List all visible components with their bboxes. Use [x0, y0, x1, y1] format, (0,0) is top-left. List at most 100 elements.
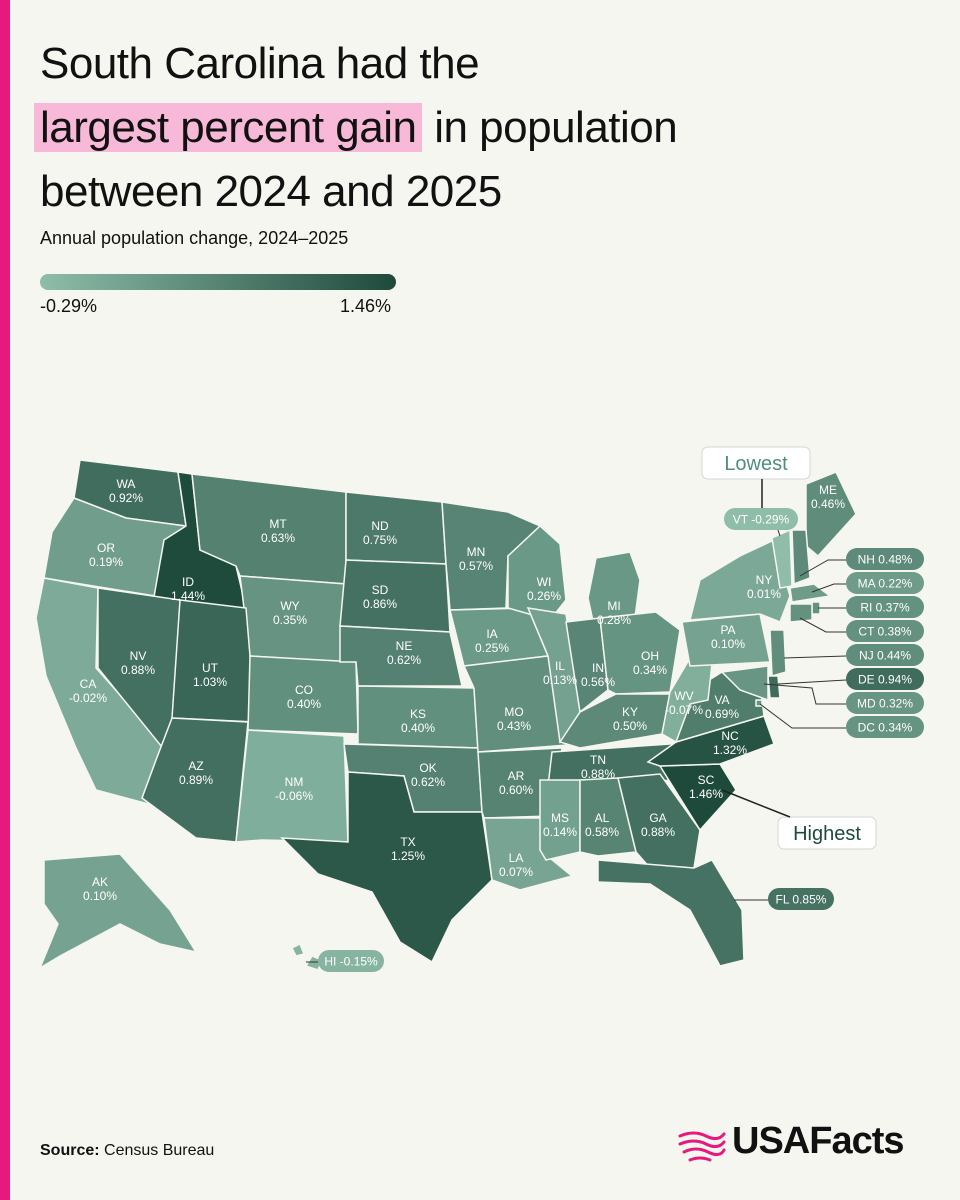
state-label-pill-fl [768, 888, 834, 910]
state-shape-tx [280, 771, 493, 964]
source-label: Source: [40, 1142, 100, 1159]
state-value-nd: 0.75% [363, 533, 397, 547]
state-value-ne: 0.62% [387, 653, 421, 667]
state-abbr-ny: NY [756, 573, 773, 587]
logo-text: USAFacts [732, 1120, 904, 1162]
state-label-ri: RI 0.37% [860, 601, 910, 615]
state-label-pill-md [846, 692, 924, 714]
state-abbr-nd: ND [371, 519, 389, 533]
state-abbr-mn: MN [467, 545, 486, 559]
state-value-ky: 0.50% [613, 719, 647, 733]
state-value-il: 0.13% [543, 673, 577, 687]
state-abbr-mi: MI [607, 599, 620, 613]
highest-callout-box [777, 816, 877, 850]
leader-line-nh [799, 559, 846, 577]
state-abbr-sc: SC [698, 773, 715, 787]
state-value-wa: 0.92% [109, 491, 143, 505]
leader-line-md [763, 683, 846, 705]
state-abbr-tx: TX [400, 835, 415, 849]
state-labels: WA0.92%OR0.19%CA-0.02%ID1.44%NV0.88%MT0.… [69, 477, 924, 972]
state-abbr-oh: OH [641, 649, 659, 663]
state-abbr-il: IL [555, 659, 565, 673]
state-label-nh: NH 0.48% [858, 553, 913, 567]
title-line-2-rest: in population [422, 103, 678, 152]
state-shape-nj [769, 629, 787, 677]
state-abbr-co: CO [295, 683, 313, 697]
state-value-ok: 0.62% [411, 775, 445, 789]
state-abbr-pa: PA [720, 623, 735, 637]
state-label-pill-de [846, 668, 924, 690]
state-shape-nd [345, 491, 447, 565]
state-value-al: 0.58% [585, 825, 619, 839]
state-shape-mn [441, 501, 542, 611]
state-abbr-nv: NV [130, 649, 147, 663]
state-abbr-va: VA [714, 693, 729, 707]
state-value-ut: 1.03% [193, 675, 227, 689]
state-value-ak: 0.10% [83, 889, 117, 903]
page-title: South Carolina had the largest percent g… [34, 32, 920, 224]
state-abbr-ne: NE [396, 639, 413, 653]
state-abbr-mo: MO [504, 705, 523, 719]
state-label-pill-ri [846, 596, 924, 618]
state-abbr-ok: OK [419, 761, 436, 775]
state-abbr-ia: IA [486, 627, 497, 641]
state-label-pill-nj [846, 644, 924, 666]
state-value-me: 0.46% [811, 497, 845, 511]
state-abbr-ak: AK [92, 875, 108, 889]
state-label-pill-ma [846, 572, 924, 594]
state-value-tx: 1.25% [391, 849, 425, 863]
subtitle: Annual population change, 2024–2025 [40, 228, 349, 248]
us-population-map: WA0.92%OR0.19%CA-0.02%ID1.44%NV0.88%MT0.… [35, 446, 924, 972]
state-value-nm: -0.06% [275, 789, 313, 803]
state-shape-ak [38, 853, 198, 970]
state-shape-wi [507, 524, 567, 621]
state-value-mi: 0.28% [597, 613, 631, 627]
state-value-la: 0.07% [499, 865, 533, 879]
state-label-dc: DC 0.34% [858, 721, 913, 735]
state-value-sd: 0.86% [363, 597, 397, 611]
state-label-pill-hi [318, 950, 384, 972]
state-value-ny: 0.01% [747, 587, 781, 601]
state-abbr-ms: MS [551, 811, 569, 825]
state-abbr-az: AZ [188, 759, 203, 773]
state-abbr-wa: WA [117, 477, 136, 491]
state-abbr-or: OR [97, 541, 115, 555]
state-value-wv: -0.07% [665, 703, 703, 717]
state-label-de: DE 0.94% [858, 673, 912, 687]
state-shape-md [720, 665, 769, 702]
state-value-mn: 0.57% [459, 559, 493, 573]
state-shape-ct [789, 603, 813, 623]
state-shape-ms [539, 779, 581, 861]
state-abbr-ca: CA [80, 677, 97, 691]
state-value-or: 0.19% [89, 555, 123, 569]
state-abbr-la: LA [509, 851, 524, 865]
state-value-id: 1.44% [171, 589, 205, 603]
state-value-ga: 0.88% [641, 825, 675, 839]
leader-line-de [777, 679, 847, 685]
state-label-pill-dc [846, 716, 924, 738]
callouts: Lowest Highest [701, 446, 877, 850]
state-label-md: MD 0.32% [857, 697, 913, 711]
lowest-callout-box [701, 446, 811, 480]
leader-line-ma [811, 583, 846, 593]
state-abbr-mt: MT [269, 517, 287, 531]
legend-max-label: 1.46% [340, 296, 392, 316]
state-abbr-ar: AR [508, 769, 525, 783]
state-label-nj: NJ 0.44% [859, 649, 911, 663]
state-value-ar: 0.60% [499, 783, 533, 797]
state-abbr-ks: KS [410, 707, 426, 721]
state-label-pill-ct [846, 620, 924, 642]
state-value-sc: 1.46% [689, 787, 723, 801]
highest-callout-text: Highest [793, 823, 861, 845]
state-shape-nh [791, 529, 811, 586]
state-shape-vt [771, 528, 793, 589]
state-shape-hi [290, 942, 323, 971]
state-value-wi: 0.26% [527, 589, 561, 603]
leader-lines [306, 523, 847, 963]
state-value-ca: -0.02% [69, 691, 107, 705]
state-abbr-ut: UT [202, 661, 219, 675]
state-value-nc: 1.32% [713, 743, 747, 757]
state-shape-de [767, 675, 781, 699]
legend-gradient-bar [40, 274, 396, 290]
state-value-tn: 0.88% [581, 767, 615, 781]
